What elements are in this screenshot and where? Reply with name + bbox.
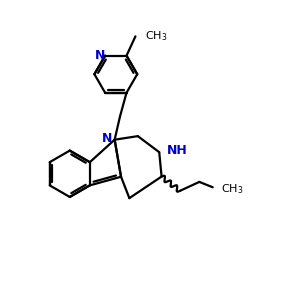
Text: CH$_3$: CH$_3$ [145, 29, 167, 43]
Text: CH$_3$: CH$_3$ [221, 182, 244, 196]
Text: NH: NH [167, 144, 188, 157]
Text: N: N [95, 49, 105, 62]
Text: N: N [102, 132, 112, 145]
